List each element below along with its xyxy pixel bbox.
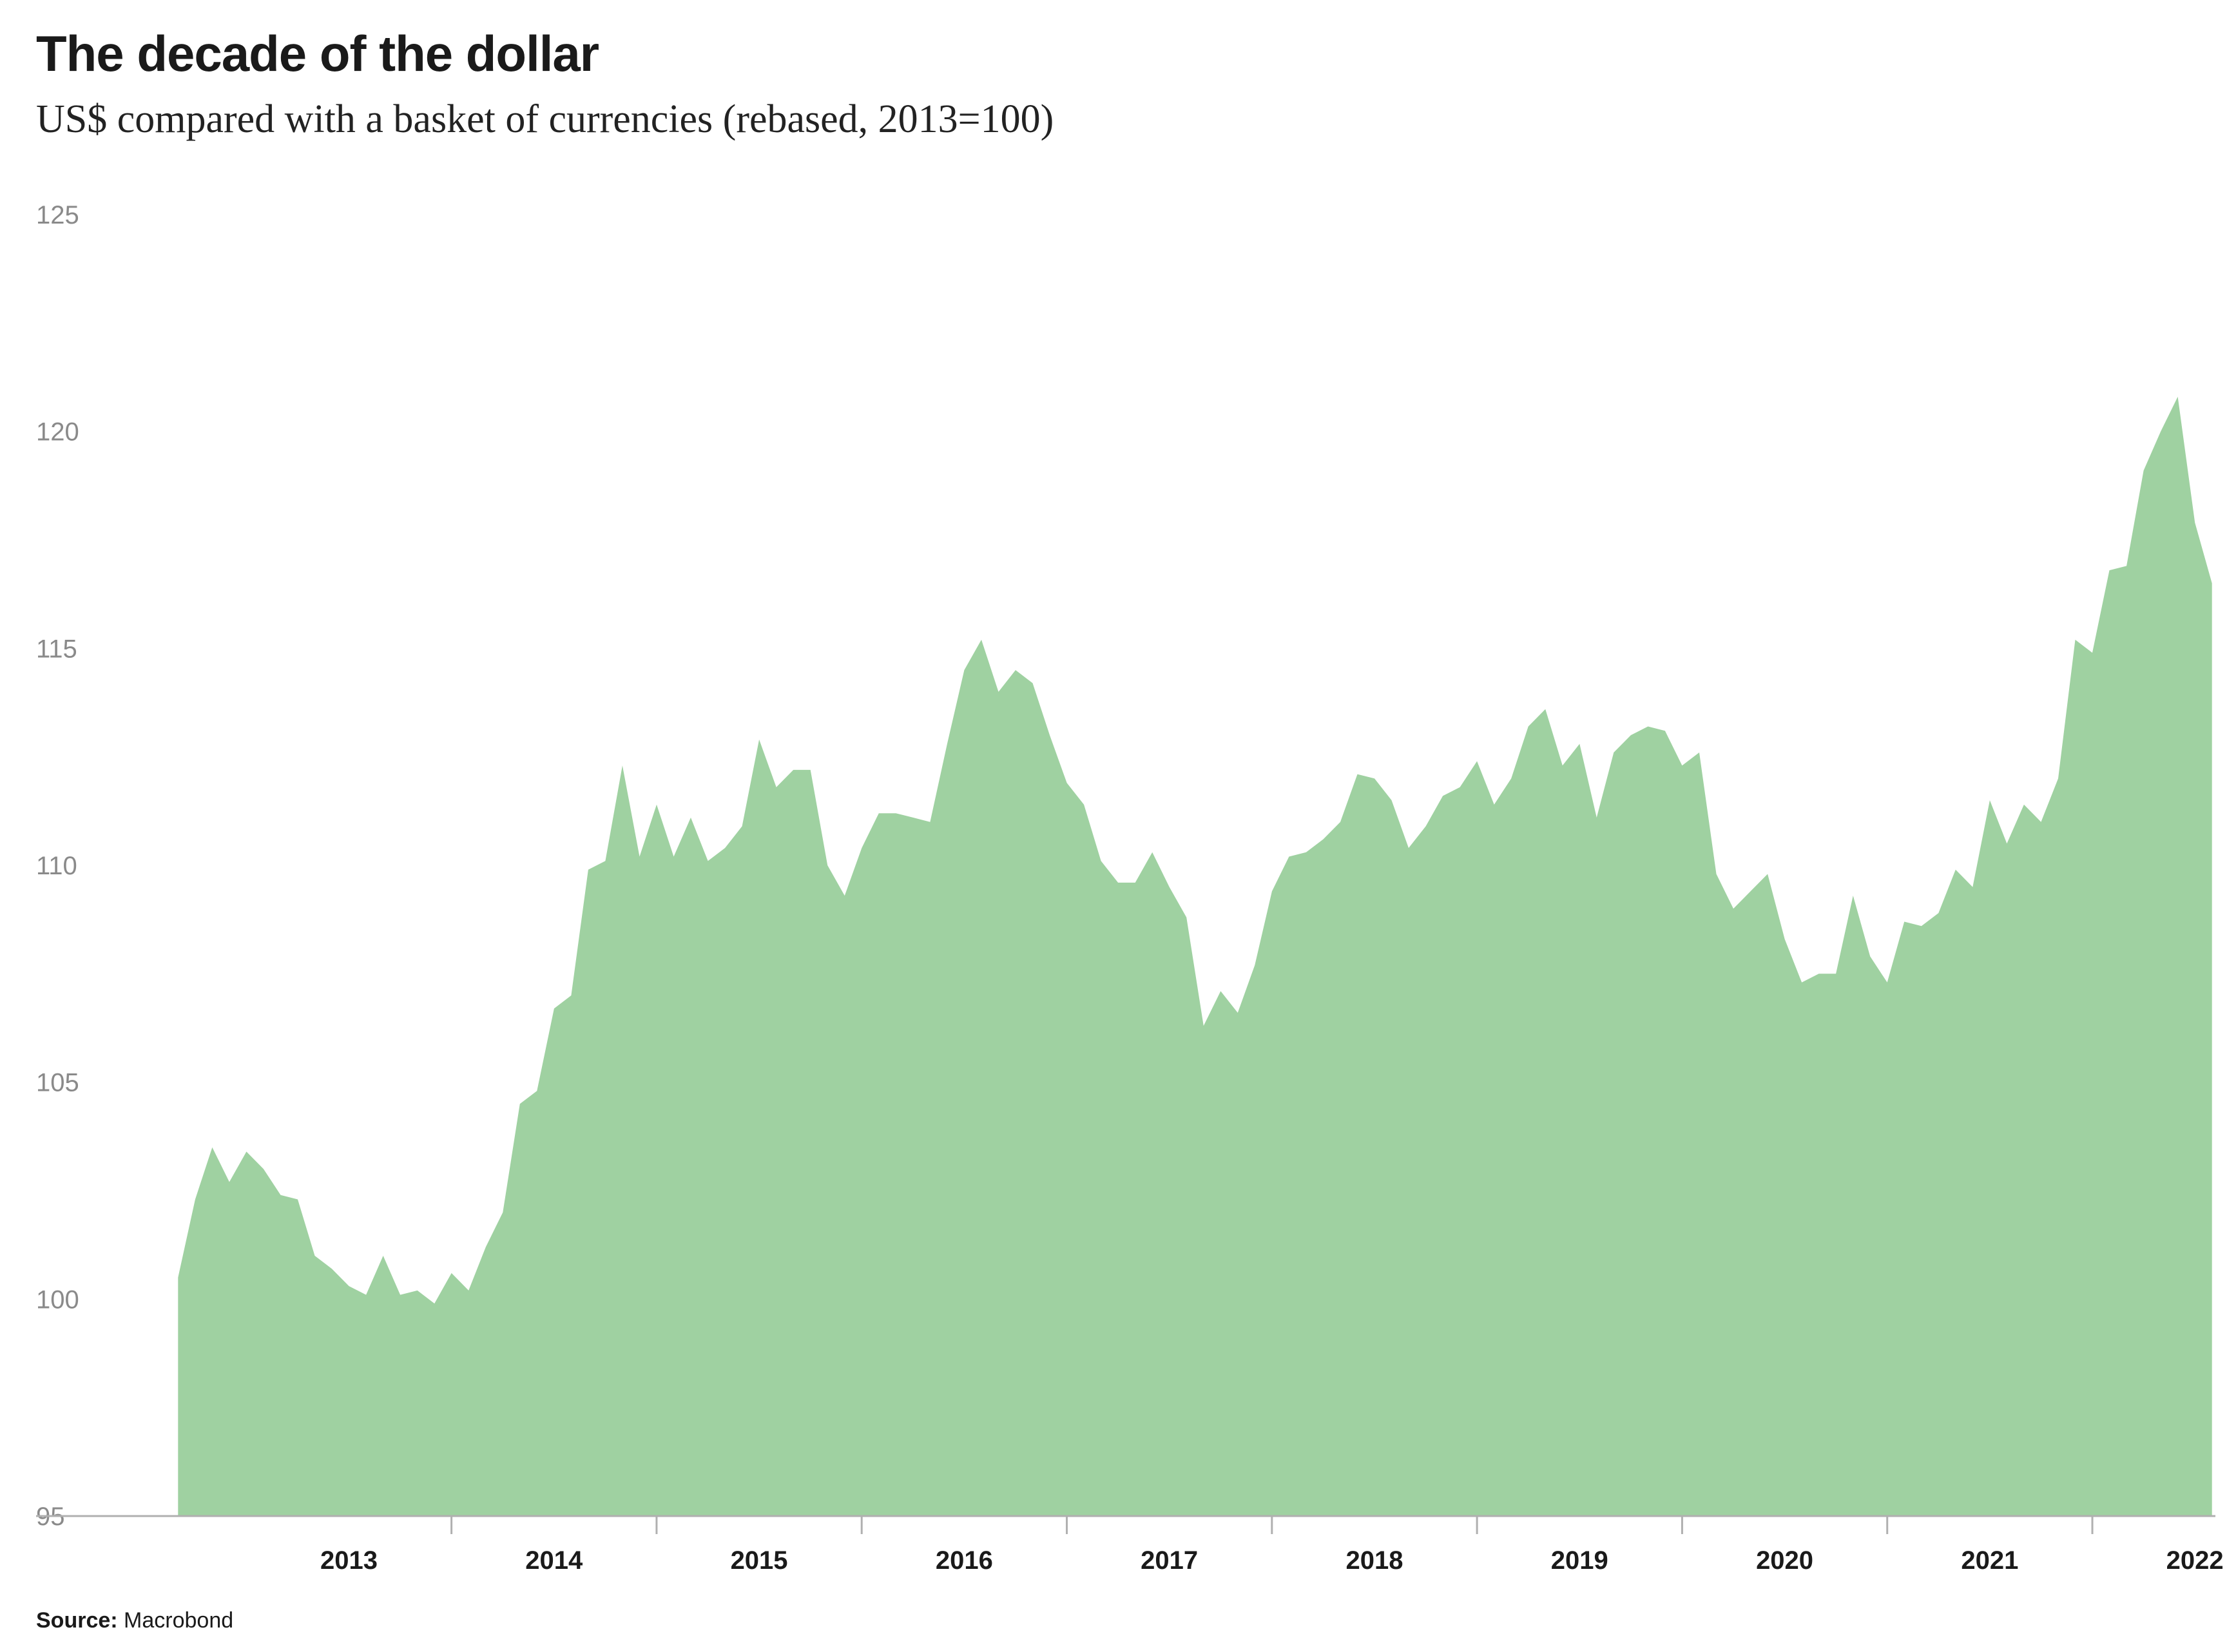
y-tick-label: 120 [36,418,79,447]
x-tick-label: 2022 [2166,1546,2224,1575]
y-tick-label: 105 [36,1069,79,1097]
x-tick-label: 2014 [525,1546,583,1575]
x-tick-label: 2017 [1141,1546,1198,1575]
x-axis: 2013 2014 2015 2016 2017 2018 2019 2020 2021 2022 [320,1516,2224,1575]
chart-title: The decade of the dollar [36,25,599,82]
x-tick-label: 2018 [1345,1546,1403,1575]
x-tick-label: 2019 [1551,1546,1608,1575]
y-tick-label: 125 [36,201,79,229]
y-tick-label: 100 [36,1285,79,1314]
y-tick-label: 110 [36,852,77,880]
series-area [178,396,2212,1516]
source-value: Macrobond [124,1608,234,1633]
x-tick-label: 2015 [731,1546,788,1575]
source-note: Source: Macrobond [36,1608,233,1633]
x-tick-label: 2016 [936,1546,993,1575]
y-tick-label: 115 [36,635,77,663]
x-tick-label: 2021 [1961,1546,2018,1575]
source-label: Source: [36,1608,118,1633]
x-tick-label: 2020 [1756,1546,1813,1575]
x-tick-label: 2013 [320,1546,378,1575]
chart-subtitle: US$ compared with a basket of currencies… [36,97,1054,141]
